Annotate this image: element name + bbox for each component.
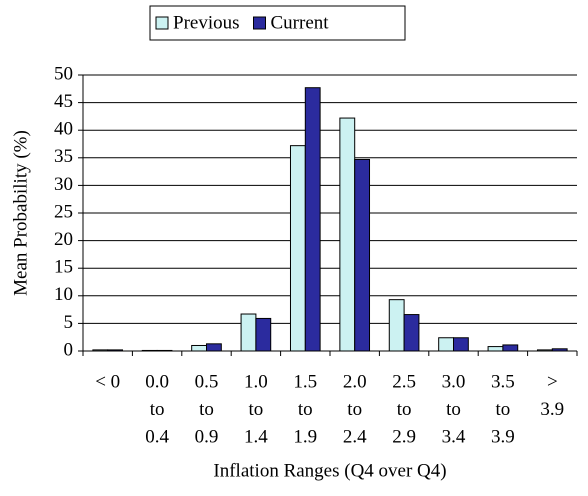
bar <box>339 117 356 352</box>
x-tick-label: 3.0 <box>442 371 466 392</box>
bar <box>141 349 158 352</box>
legend-swatch <box>253 16 266 30</box>
x-tick-label: 2.9 <box>392 426 416 447</box>
x-tick-label: 2.4 <box>343 426 367 447</box>
bar <box>240 313 257 352</box>
bar <box>536 349 553 352</box>
legend-label: Previous <box>173 12 240 33</box>
x-tick-label: 0.5 <box>195 371 219 392</box>
y-tick-label: 5 <box>64 312 74 333</box>
bar <box>354 158 371 352</box>
bar <box>92 349 109 352</box>
legend-label: Current <box>271 12 330 33</box>
legend-swatch <box>155 16 169 30</box>
y-tick-label: 10 <box>54 284 73 305</box>
bar <box>289 145 306 352</box>
x-tick-label: 1.4 <box>244 426 268 447</box>
x-tick-label: 3.5 <box>491 371 515 392</box>
x-tick-label: < 0 <box>95 371 120 392</box>
x-tick-label: 0.0 <box>145 371 169 392</box>
bar <box>438 337 454 352</box>
y-tick-label: 25 <box>54 201 73 222</box>
bar <box>304 87 321 352</box>
y-tick-label: 15 <box>54 257 73 278</box>
x-tick-label: > <box>547 371 558 392</box>
legend-box <box>149 5 406 41</box>
bar <box>255 317 272 352</box>
y-tick-label: 30 <box>54 174 73 195</box>
x-tick-label: 3.4 <box>442 426 466 447</box>
bar <box>551 348 568 352</box>
y-tick-label: 0 <box>64 339 74 360</box>
bar <box>487 346 504 352</box>
bar <box>156 349 173 352</box>
x-tick-label: to <box>150 399 165 420</box>
bar <box>191 344 207 352</box>
x-tick-label: 0.4 <box>145 426 169 447</box>
x-tick-label: 3.9 <box>491 426 515 447</box>
x-tick-label: 3.9 <box>540 399 564 420</box>
x-tick-label: to <box>249 399 264 420</box>
y-tick-label: 45 <box>54 91 73 112</box>
x-tick-label: to <box>496 399 511 420</box>
x-tick-label: to <box>446 399 461 420</box>
x-tick-label: 0.9 <box>195 426 219 447</box>
x-tick-label: 1.5 <box>293 371 317 392</box>
y-tick-label: 40 <box>54 119 73 140</box>
bar <box>388 299 405 352</box>
x-tick-label: 1.9 <box>293 426 317 447</box>
x-axis-title: Inflation Ranges (Q4 over Q4) <box>213 460 446 481</box>
y-axis-title: Mean Probability (%) <box>10 130 31 296</box>
bar <box>107 349 124 352</box>
x-tick-label: 2.5 <box>392 371 416 392</box>
x-tick-label: 1.0 <box>244 371 268 392</box>
x-tick-label: to <box>298 399 313 420</box>
bar <box>206 343 222 352</box>
x-tick-label: to <box>347 399 362 420</box>
bar <box>403 314 420 352</box>
x-tick-label: to <box>397 399 412 420</box>
y-tick-label: 35 <box>54 146 73 167</box>
x-tick-label: to <box>199 399 214 420</box>
y-tick-label: 20 <box>54 229 73 250</box>
y-tick-label: 50 <box>54 63 73 84</box>
bar <box>502 344 519 352</box>
x-tick-label: 2.0 <box>343 371 367 392</box>
bar <box>453 337 469 352</box>
